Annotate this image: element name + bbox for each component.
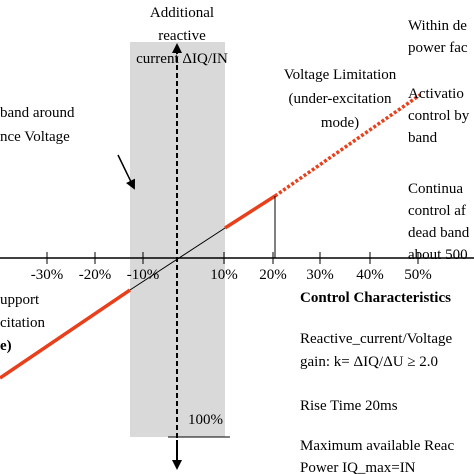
characteristic: Reactive_current/Voltage: [300, 331, 453, 347]
heading: Control Characteristics: [300, 290, 451, 306]
label: (under-excitation: [289, 91, 392, 107]
x-tick-label: -20%: [79, 267, 112, 283]
note: Activatio: [408, 86, 464, 102]
x-tick-label: -30%: [31, 267, 64, 283]
label: e): [0, 338, 12, 354]
label: nce Voltage: [0, 129, 70, 145]
label: upport: [0, 292, 40, 308]
title: Additional: [150, 5, 214, 21]
characteristic: gain: k= ΔIQ/ΔU ≥ 2.0: [300, 354, 438, 370]
arrow: [117, 154, 136, 190]
note: Within de: [408, 18, 467, 34]
x-tick-label: -10%: [127, 267, 160, 283]
y-tick-label: 100%: [188, 412, 223, 428]
note: band: [408, 130, 438, 146]
x-tick-label: 10%: [210, 267, 238, 283]
characteristic: Power IQ_max=IN: [300, 460, 416, 474]
note: dead band: [408, 225, 470, 241]
label: mode): [321, 115, 359, 131]
characteristic: Maximum available Reac: [300, 438, 454, 454]
x-tick-label: 30%: [306, 267, 334, 283]
reference-line: [129, 227, 226, 291]
note: power fac: [408, 40, 468, 56]
title: reactive: [158, 28, 206, 44]
label: band around: [0, 105, 75, 121]
note: about 500: [408, 247, 468, 263]
characteristic: Rise Time 20ms: [300, 398, 398, 414]
x-tick-label: 40%: [356, 267, 384, 283]
label: citation: [0, 315, 45, 331]
characteristic-limit: [273, 93, 422, 198]
title: current ΔIQ/IN: [136, 51, 228, 67]
x-tick-label: 50%: [404, 267, 432, 283]
label: Voltage Limitation: [284, 67, 397, 83]
x-tick-label: 20%: [259, 267, 287, 283]
characteristic-right: [224, 194, 276, 230]
characteristic-left: [0, 288, 131, 380]
note: Continua: [408, 181, 463, 197]
note: control af: [408, 203, 466, 219]
note: control by: [408, 108, 470, 124]
